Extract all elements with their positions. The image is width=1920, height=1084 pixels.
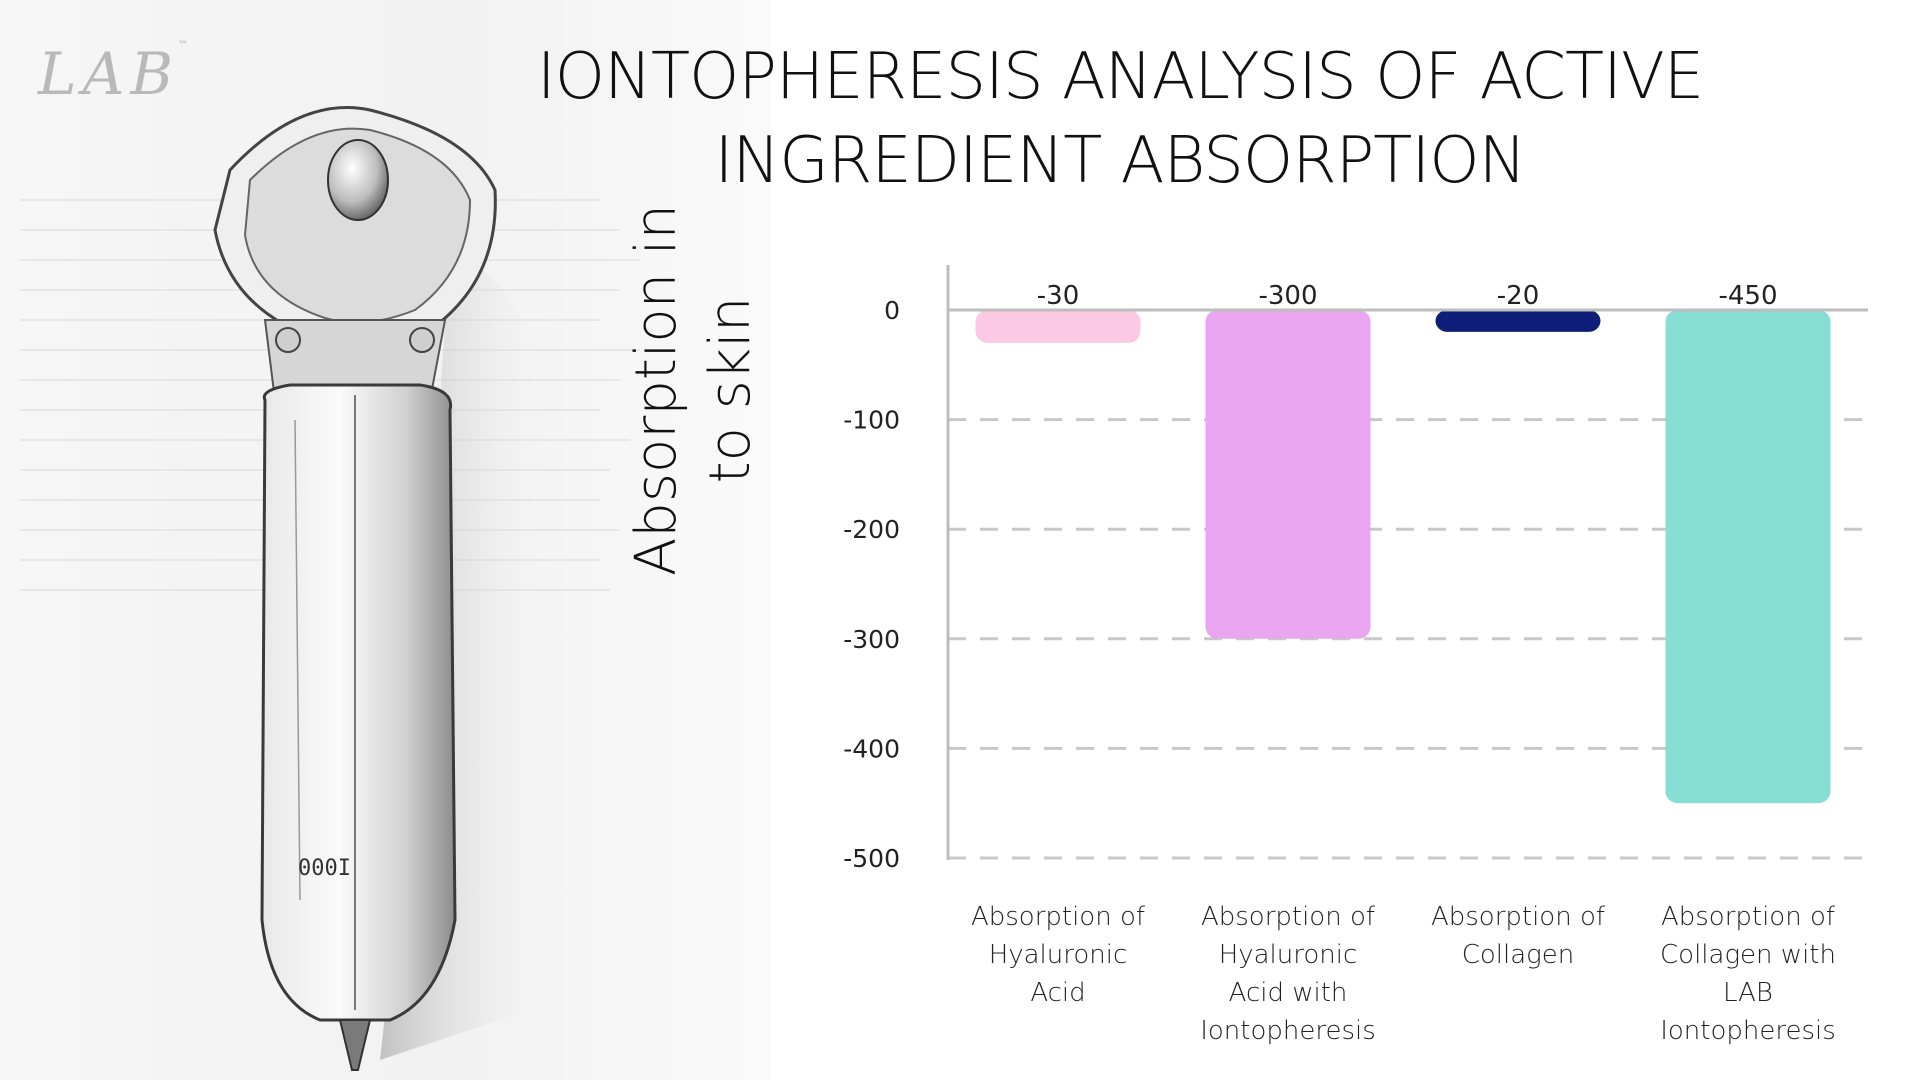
data-label: -450 [1718,281,1777,311]
x-category-label: Absorption of Hyaluronic Acid [970,902,1146,1008]
logo-text: LAB [38,40,180,108]
x-category-label: Absorption of Collagen with LAB Iontophe… [1660,902,1836,1046]
bars [975,310,1831,804]
data-label: -30 [1037,281,1079,311]
y-tick-label: -200 [843,515,900,544]
bar [975,310,1141,343]
x-category-label: Absorption of Collagen [1430,902,1606,970]
bar [1205,310,1371,639]
logo-trademark: ™ [178,40,188,51]
gridlines [948,418,1868,860]
lab-logo: LAB [38,40,179,108]
data-label: -20 [1497,281,1539,311]
y-tick-label: -100 [843,406,900,435]
y-tick-label: -400 [843,734,900,763]
y-tick-labels: 0 -100 -200 -300 -400 -500 [843,296,900,873]
y-tick-label: -500 [843,844,900,873]
device-sketch-illustration: 000I [0,0,770,1080]
chart-title: IONTOPHERESIS ANALYSIS OF ACTIVE INGREDI… [536,40,1704,198]
bar [1665,310,1831,804]
bar [1435,310,1601,332]
x-category-label: Absorption of Hyaluronic Acid with Ionto… [1200,902,1376,1046]
data-labels: -30 -300 -20 -450 [1037,281,1778,311]
iontophoresis-device-sketch: 000I [20,106,640,1071]
y-tick-label: 0 [884,296,900,325]
data-label: -300 [1258,281,1317,311]
y-tick-label: -300 [843,625,900,654]
device-mark: 000I [298,856,351,881]
